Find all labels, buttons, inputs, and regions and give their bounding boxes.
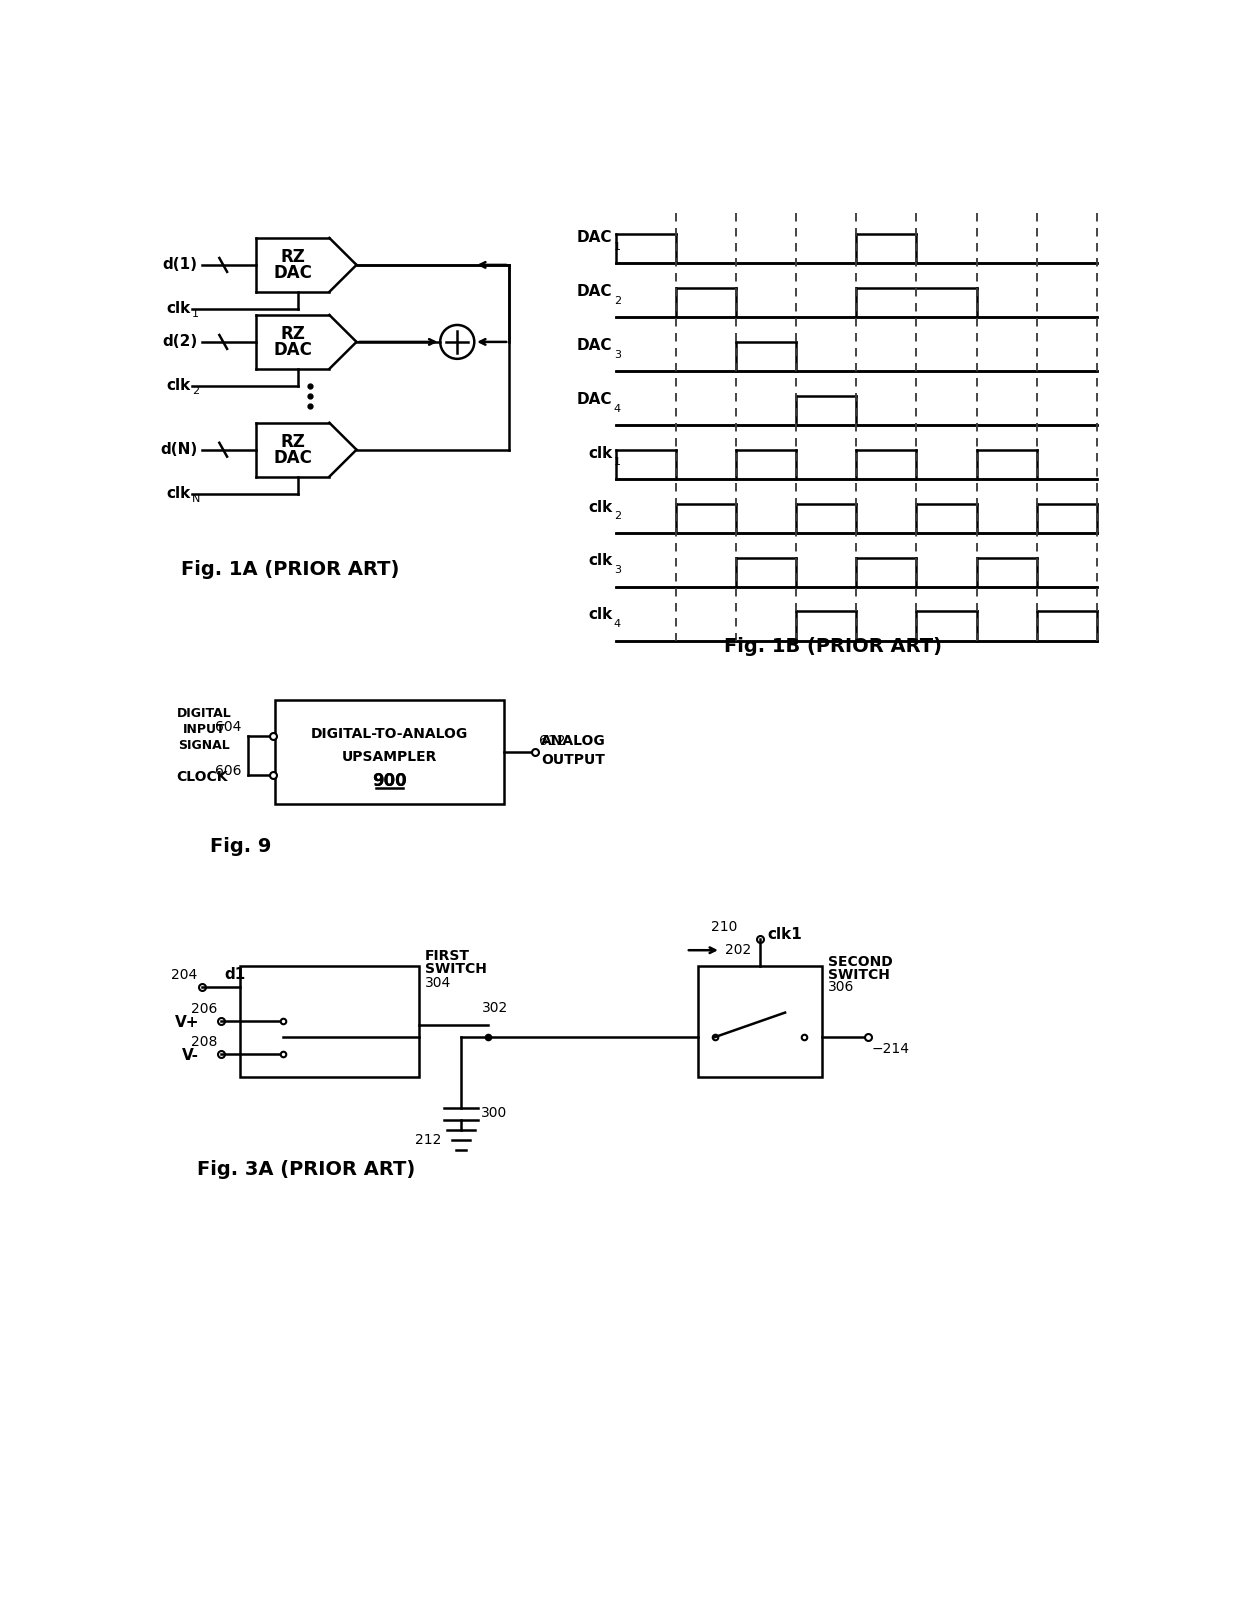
Text: clk: clk bbox=[166, 486, 191, 502]
Text: DAC: DAC bbox=[577, 337, 613, 353]
Bar bbox=[241, 965, 419, 1077]
Text: 306: 306 bbox=[828, 980, 854, 994]
Text: clk: clk bbox=[166, 302, 191, 316]
Text: 212: 212 bbox=[415, 1133, 441, 1147]
Text: 900: 900 bbox=[372, 772, 407, 789]
Text: 1: 1 bbox=[614, 457, 621, 467]
Text: N: N bbox=[192, 494, 201, 503]
Text: 1: 1 bbox=[614, 241, 621, 252]
Text: DIGITAL
INPUT
SIGNAL: DIGITAL INPUT SIGNAL bbox=[176, 706, 232, 751]
Text: 3: 3 bbox=[614, 566, 621, 575]
Text: UPSAMPLER: UPSAMPLER bbox=[342, 749, 438, 764]
Text: SECOND: SECOND bbox=[828, 954, 893, 968]
Text: Fig. 1A (PRIOR ART): Fig. 1A (PRIOR ART) bbox=[181, 559, 399, 578]
Bar bbox=[275, 700, 503, 804]
Text: 304: 304 bbox=[424, 975, 451, 989]
Text: Fig. 3A (PRIOR ART): Fig. 3A (PRIOR ART) bbox=[197, 1160, 415, 1179]
Text: d(2): d(2) bbox=[162, 334, 197, 350]
Text: RZ: RZ bbox=[280, 433, 305, 451]
Text: Fig. 9: Fig. 9 bbox=[210, 837, 270, 857]
Text: d(1): d(1) bbox=[162, 257, 197, 272]
Text: 202: 202 bbox=[724, 943, 751, 957]
Text: 900: 900 bbox=[372, 772, 407, 789]
Text: DAC: DAC bbox=[577, 230, 613, 244]
Text: 2: 2 bbox=[192, 387, 200, 396]
Text: 210: 210 bbox=[712, 920, 738, 935]
Text: 2: 2 bbox=[614, 511, 621, 521]
Text: d(N): d(N) bbox=[160, 443, 197, 457]
Text: RZ: RZ bbox=[280, 248, 305, 265]
Text: 2: 2 bbox=[614, 296, 621, 305]
Text: clk: clk bbox=[588, 500, 613, 515]
Text: clk: clk bbox=[588, 553, 613, 569]
Text: −214: −214 bbox=[872, 1042, 910, 1056]
Text: DIGITAL-TO-ANALOG: DIGITAL-TO-ANALOG bbox=[311, 727, 467, 741]
Text: clk: clk bbox=[588, 446, 613, 460]
Text: FIRST: FIRST bbox=[424, 949, 470, 964]
Text: ANALOG
OUTPUT: ANALOG OUTPUT bbox=[541, 733, 605, 767]
Text: 208: 208 bbox=[191, 1036, 217, 1048]
Text: DAC: DAC bbox=[577, 392, 613, 407]
Text: RZ: RZ bbox=[280, 324, 305, 344]
Text: 612: 612 bbox=[538, 733, 565, 748]
Text: V+: V+ bbox=[175, 1015, 200, 1031]
Text: V-: V- bbox=[182, 1048, 200, 1063]
Text: 3: 3 bbox=[614, 350, 621, 360]
Text: 206: 206 bbox=[191, 1002, 217, 1016]
Text: 1: 1 bbox=[192, 308, 200, 320]
Text: clk1: clk1 bbox=[768, 927, 802, 943]
Text: 204: 204 bbox=[171, 968, 197, 981]
Text: Fig. 1B (PRIOR ART): Fig. 1B (PRIOR ART) bbox=[724, 636, 942, 655]
Text: 4: 4 bbox=[614, 404, 621, 414]
Text: DAC: DAC bbox=[273, 340, 312, 360]
Text: DAC: DAC bbox=[577, 284, 613, 299]
Text: clk: clk bbox=[166, 379, 191, 393]
Text: CLOCK: CLOCK bbox=[176, 770, 228, 785]
Text: 606: 606 bbox=[216, 764, 242, 778]
Text: 300: 300 bbox=[481, 1106, 507, 1120]
Text: DAC: DAC bbox=[273, 449, 312, 467]
Text: clk: clk bbox=[588, 607, 613, 622]
Text: 302: 302 bbox=[482, 1002, 508, 1015]
Bar bbox=[697, 965, 821, 1077]
Text: d1: d1 bbox=[224, 967, 246, 983]
Text: SWITCH: SWITCH bbox=[828, 968, 889, 981]
Text: 4: 4 bbox=[614, 618, 621, 630]
Text: DAC: DAC bbox=[273, 264, 312, 281]
Text: 604: 604 bbox=[216, 721, 242, 733]
Text: SWITCH: SWITCH bbox=[424, 962, 486, 976]
